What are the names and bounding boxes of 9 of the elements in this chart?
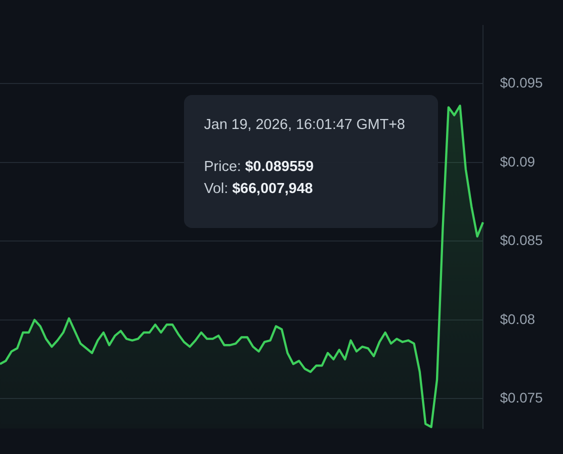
- y-tick-label: $0.095: [500, 74, 544, 91]
- annotation: Price: $0.089559: [204, 159, 314, 175]
- y-tick-label: $0.085: [500, 232, 544, 248]
- annotation: Vol: $66,007,948: [204, 181, 313, 197]
- y-tick-label: $0.075: [500, 390, 544, 406]
- tooltip-card: Jan 19, 2026, 16:01:47 GMT+8 Price: $0.089559 Vol: $66,007,948: [184, 95, 438, 228]
- y-tick-label: $0.09: [500, 153, 536, 170]
- annotation: Jan 19, 2026, 16:01:47 GMT+8: [204, 117, 406, 133]
- y-tick-label: $0.08: [500, 310, 536, 327]
